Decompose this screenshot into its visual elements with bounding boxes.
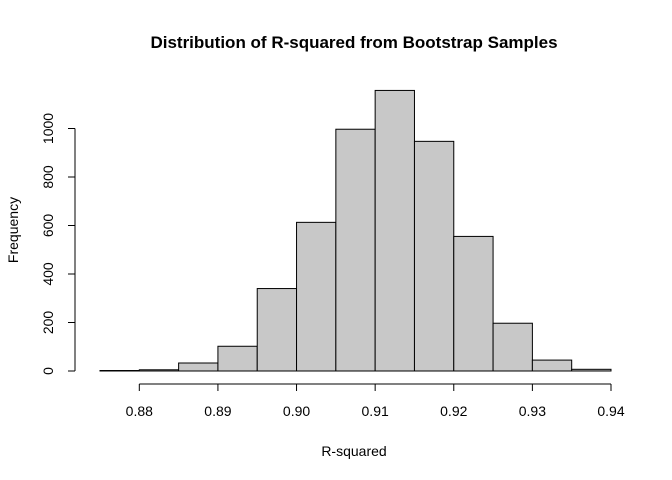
histogram-bar — [296, 221, 337, 372]
histogram-bar — [571, 368, 612, 372]
y-tick-label: 400 — [40, 262, 56, 286]
histogram-bar — [531, 359, 573, 372]
histogram-bar — [217, 345, 258, 372]
x-tick-label: 0.92 — [440, 403, 467, 419]
x-tick-label: 0.90 — [283, 403, 310, 419]
x-tick-label: 0.88 — [126, 403, 153, 419]
histogram-bar — [335, 128, 376, 372]
x-axis: 0.88 0.89 0.90 0.91 0.92 0.93 0.94 — [126, 383, 625, 419]
histogram-bar — [374, 89, 415, 372]
y-axis: 0 200 400 600 800 1000 — [40, 113, 76, 375]
histogram-bar — [492, 322, 533, 372]
y-tick-label: 800 — [40, 165, 56, 189]
histogram-bar — [256, 288, 298, 372]
x-tick-label: 0.89 — [204, 403, 231, 419]
histogram-bar — [413, 140, 455, 372]
x-axis-label: R-squared — [321, 443, 386, 459]
y-tick-label: 200 — [40, 311, 56, 335]
y-tick-label: 1000 — [40, 113, 56, 144]
y-tick-label: 0 — [40, 367, 56, 375]
y-axis-label: Frequency — [5, 197, 21, 263]
x-tick-label: 0.91 — [362, 403, 389, 419]
x-tick-label: 0.94 — [597, 403, 624, 419]
bars-group — [99, 89, 612, 372]
histogram-bar — [178, 362, 219, 372]
chart-title: Distribution of R-squared from Bootstrap… — [150, 33, 557, 52]
histogram-bar — [453, 235, 494, 372]
x-tick-label: 0.93 — [519, 403, 546, 419]
histogram-bar — [138, 369, 180, 372]
y-tick-label: 600 — [40, 214, 56, 238]
